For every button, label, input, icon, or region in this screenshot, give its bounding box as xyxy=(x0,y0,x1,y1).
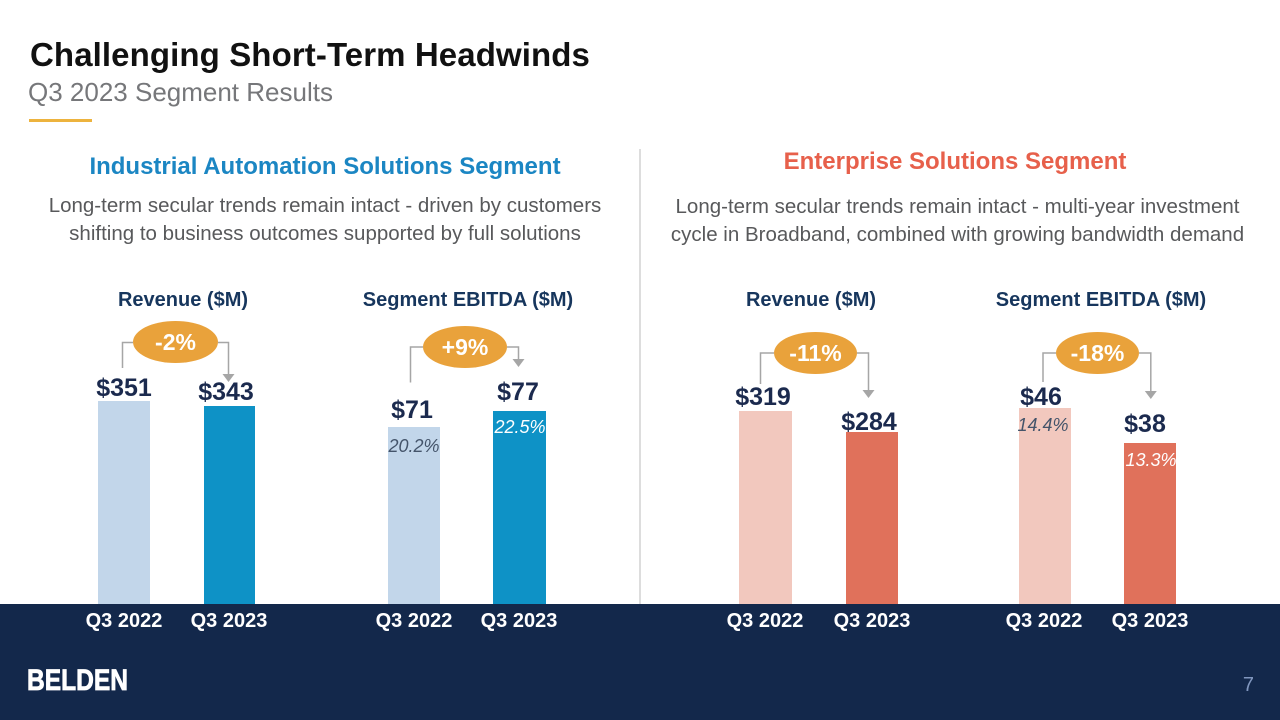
svg-text:BELDEN: BELDEN xyxy=(27,665,128,695)
